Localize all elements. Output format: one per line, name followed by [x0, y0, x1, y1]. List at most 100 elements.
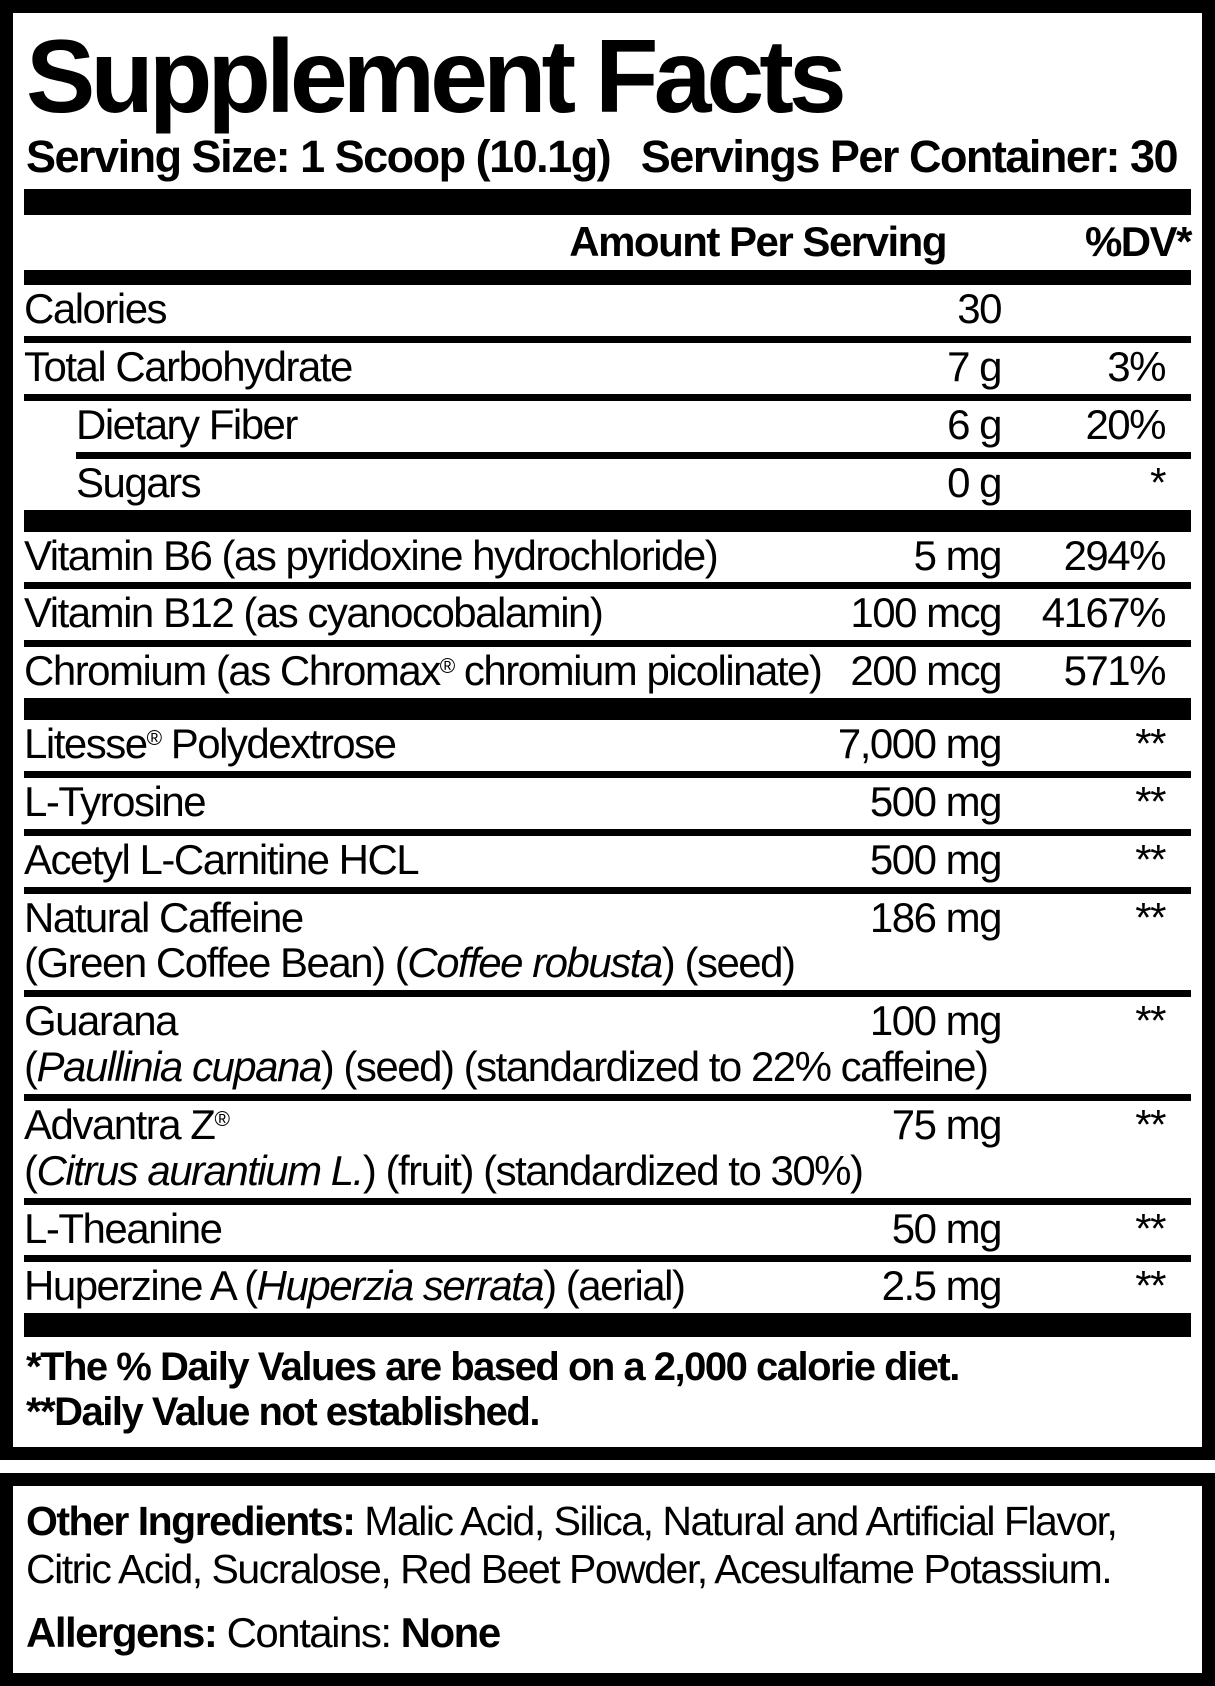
amount-per-serving-header: Amount Per Serving	[569, 218, 947, 266]
footnote-daily-values: *The % Daily Values are based on a 2,000…	[26, 1345, 960, 1390]
nutrient-amount: 0 g	[947, 458, 1002, 506]
text-segment: ) (aerial)	[543, 1262, 686, 1310]
nutrient-row-main: Calories 30	[24, 285, 1191, 333]
nutrient-row: Litesse® Polydextrose 7,000 mg **	[24, 720, 1191, 771]
nutrient-row: Sugars 0 g *	[24, 459, 1191, 510]
nutrient-amount: 186 mg	[869, 893, 1003, 941]
nutrient-row: Calories 30	[24, 285, 1191, 336]
text-segment: Chromium (as Chromax	[24, 647, 441, 695]
footnote-not-established: **Daily Value not established.	[26, 1389, 540, 1434]
nutrient-row: Vitamin B12 (as cyanocobalamin) 100 mcg 41…	[24, 589, 1191, 640]
nutrient-row: Natural Caffeine 186 mg ** (Green Coffee Be…	[24, 894, 1191, 991]
nutrient-amount: 100 mcg	[850, 589, 1002, 637]
nutrient-row: Acetyl L-Carnitine HCL 500 mg **	[24, 836, 1191, 887]
row-divider	[24, 640, 1191, 648]
nutrient-dv: **	[1135, 835, 1166, 883]
text-segment: Sugars	[76, 458, 202, 506]
nutrient-name: L-Theanine	[24, 1207, 892, 1251]
facts-panel-inner: Supplement Facts Serving Size: 1 Scoop (…	[13, 13, 1202, 1447]
other-ingredients-list: Malic Acid, Silica, Natural and Artifici…	[26, 1497, 1118, 1592]
text-segment: Advantra Z	[24, 1100, 216, 1148]
nutrient-row-main: Vitamin B6 (as pyridoxine hydrochloride)…	[24, 531, 1191, 579]
allergens-line: Allergens: Contains: None	[26, 1608, 1189, 1657]
nutrient-dv: **	[1135, 1262, 1166, 1310]
nutrient-amount: 75 mg	[891, 1100, 1003, 1148]
text-segment: Paullinia cupana	[36, 1043, 323, 1091]
nutrient-row: Advantra Z® 75 mg ** (Citrus aurantium L.) …	[24, 1101, 1191, 1198]
nutrient-row: Vitamin B6 (as pyridoxine hydrochloride)…	[24, 532, 1191, 583]
nutrient-dv: 571%	[1063, 647, 1167, 695]
nutrient-row-main: Vitamin B12 (as cyanocobalamin) 100 mcg 41…	[24, 589, 1191, 637]
nutrient-row-main: L-Theanine 50 mg **	[24, 1204, 1191, 1252]
row-divider	[24, 886, 1191, 894]
text-segment: Natural Caffeine	[24, 893, 304, 941]
nutrient-row: Guarana 100 mg ** (Paullinia cupana) (seed)…	[24, 997, 1191, 1094]
text-segment: ®	[439, 654, 455, 678]
nutrient-row: Huperzine A (Huperzia serrata) (aerial) 2…	[24, 1262, 1191, 1313]
nutrient-name: Acetyl L-Carnitine HCL	[24, 835, 870, 883]
nutrient-dv: **	[1135, 720, 1166, 768]
nutrient-name: Huperzine A (Huperzia serrata) (aerial)	[24, 1262, 882, 1310]
text-segment: (Green Coffee Bean) (	[24, 939, 409, 987]
nutrient-row: Total Carbohydrate 7 g 3%	[24, 343, 1191, 394]
nutrient-amount: 50 mg	[891, 1204, 1003, 1252]
nutrient-dv: **	[1135, 1204, 1166, 1252]
text-segment: L-Tyrosine	[24, 777, 207, 825]
nutrient-subtext: (Citrus aurantium L.) (fruit) (standardi…	[24, 1147, 1191, 1193]
text-segment: Total Carbohydrate	[24, 343, 353, 391]
nutrient-name: Vitamin B12 (as cyanocobalamin)	[24, 589, 850, 637]
allergens-value: None	[400, 1608, 502, 1656]
nutrient-row-main: Acetyl L-Carnitine HCL 500 mg **	[24, 835, 1191, 883]
nutrient-amount: 500 mg	[869, 777, 1003, 825]
text-segment: ) (fruit) (standardized to 30%)	[362, 1146, 864, 1194]
page-title: Supplement Facts	[26, 19, 847, 135]
nutrient-row-main: Advantra Z® 75 mg **	[24, 1100, 1191, 1148]
text-segment: Calories	[24, 285, 168, 333]
nutrient-row-main: L-Tyrosine 500 mg **	[24, 777, 1191, 825]
nutrient-amount: 2.5 mg	[881, 1262, 1003, 1310]
text-segment: ) (seed)	[661, 939, 796, 987]
nutrient-subtext: (Paullinia cupana) (seed) (standardized …	[24, 1043, 1191, 1089]
other-ingredients-inner: Other Ingredients: Malic Acid, Silica, N…	[13, 1486, 1202, 1673]
nutrient-amount: 30	[957, 285, 1002, 333]
nutrient-name: Guarana	[24, 997, 870, 1045]
servings-per-container-text: Servings Per Container: 30	[640, 131, 1179, 182]
footnotes: *The % Daily Values are based on a 2,000…	[24, 1337, 1191, 1447]
text-segment: Vitamin B12 (as cyanocobalamin)	[24, 589, 604, 637]
text-segment: Citrus aurantium L.	[36, 1146, 365, 1194]
row-divider	[24, 582, 1191, 590]
nutrient-rows: Calories 30 Total Carbohydrate 7 g 3% Dietary…	[24, 285, 1191, 1313]
text-segment: ®	[146, 727, 162, 751]
text-segment: (	[24, 1043, 38, 1091]
row-divider	[24, 828, 1191, 836]
nutrient-dv: **	[1135, 997, 1166, 1045]
nutrient-row-main: Litesse® Polydextrose 7,000 mg **	[24, 720, 1191, 768]
nutrient-name: Litesse® Polydextrose	[24, 720, 838, 768]
nutrient-name: Total Carbohydrate	[24, 343, 947, 391]
nutrient-row: L-Tyrosine 500 mg **	[24, 778, 1191, 829]
nutrient-amount: 200 mcg	[850, 647, 1002, 695]
section-bar	[24, 698, 1191, 721]
text-segment: Polydextrose	[160, 720, 397, 768]
other-ingredients-line: Other Ingredients: Malic Acid, Silica, N…	[26, 1498, 1189, 1594]
text-segment: ) (seed) (standardized to 22% caffeine)	[320, 1043, 989, 1091]
nutrient-name: Sugars	[24, 458, 947, 506]
serving-info-row: Serving Size: 1 Scoop (10.1g) Servings P…	[24, 131, 1191, 189]
nutrient-dv: **	[1135, 893, 1166, 941]
text-segment: (	[24, 1146, 38, 1194]
row-divider	[24, 990, 1191, 998]
nutrient-dv: 3%	[1107, 343, 1166, 391]
nutrient-name: L-Tyrosine	[24, 777, 870, 825]
nutrient-row: L-Theanine 50 mg **	[24, 1205, 1191, 1256]
percent-dv-header: %DV*	[1084, 218, 1193, 266]
supplement-facts-panel: Supplement Facts Serving Size: 1 Scoop (…	[0, 0, 1215, 1460]
nutrient-row-main: Natural Caffeine 186 mg **	[24, 893, 1191, 941]
text-segment: Guarana	[24, 997, 178, 1045]
nutrient-name: Chromium (as Chromax® chromium picolinat…	[24, 647, 850, 695]
text-segment: Vitamin B6 (as pyridoxine hydrochloride)	[24, 531, 719, 579]
allergens-label: Allergens:	[26, 1608, 227, 1656]
nutrient-dv: 4167%	[1041, 589, 1167, 637]
text-segment: Acetyl L-Carnitine HCL	[24, 835, 420, 883]
text-segment: ®	[214, 1108, 229, 1132]
allergens-contains-text: Contains:	[226, 1608, 401, 1656]
